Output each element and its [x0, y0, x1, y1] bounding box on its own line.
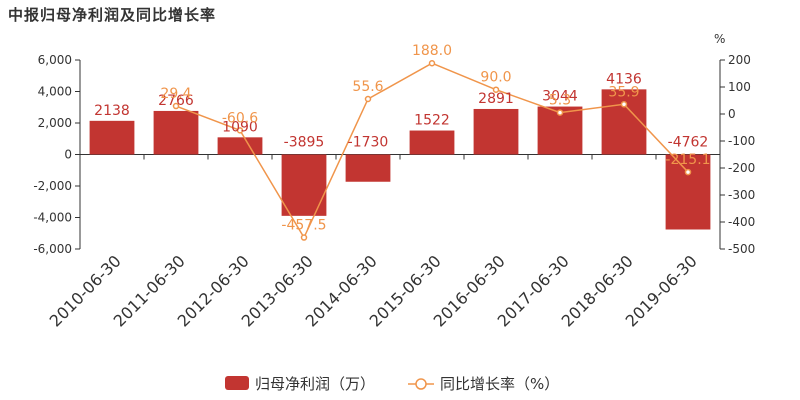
growth-point[interactable] — [556, 109, 564, 116]
bar-value-label: -4762 — [668, 135, 709, 151]
y-right-tick-label: 200 — [728, 53, 751, 67]
y-left-tick-label: 6,000 — [38, 53, 72, 67]
legend-line-label[interactable]: 同比增长率（%） — [440, 375, 559, 393]
legend-bar-label[interactable]: 归母净利润（万） — [255, 375, 375, 393]
bar-value-label: 2891 — [478, 91, 514, 107]
growth-value-label: 5.3 — [549, 93, 571, 109]
bar[interactable] — [345, 154, 391, 182]
data-labels-group: 2138 2766 1090 -3895 -1730 1522 2891 3044 4136 -4… — [94, 43, 710, 233]
growth-value-label: 188.0 — [412, 43, 452, 59]
y-right-tick-label: -400 — [728, 215, 755, 229]
axes-group: -6,000 -4,000 -2,000 0 2,000 4,000 6,000 -500 -4… — [33, 32, 755, 331]
bar[interactable] — [153, 110, 199, 155]
legend[interactable]: 归母净利润（万） 同比增长率（%） — [225, 375, 559, 393]
bar-value-label: 3044 — [542, 89, 578, 105]
bar-value-label: -3895 — [284, 135, 325, 151]
bar[interactable] — [409, 130, 455, 155]
y-right-unit-label: % — [714, 32, 725, 46]
bar-value-label: 2138 — [94, 103, 130, 119]
bar-value-label: 1522 — [414, 113, 450, 129]
legend-bar-swatch[interactable] — [225, 376, 249, 390]
growth-value-label: -60.6 — [222, 110, 258, 126]
growth-value-label: 35.9 — [608, 84, 639, 100]
bar[interactable] — [281, 154, 327, 216]
y-right-tick-label: -500 — [728, 242, 755, 256]
growth-point[interactable] — [300, 234, 308, 241]
bar[interactable] — [601, 89, 647, 155]
y-left-tick-label: -6,000 — [33, 242, 72, 256]
y-left-tick-label: 0 — [64, 148, 72, 162]
growth-value-label: 55.6 — [352, 79, 383, 95]
bar-value-label: 4136 — [606, 71, 642, 87]
growth-value-label: 90.0 — [480, 70, 511, 86]
legend-line-marker[interactable] — [415, 378, 427, 390]
growth-point[interactable] — [684, 168, 692, 176]
bar-value-label: -1730 — [348, 135, 389, 151]
growth-line-group — [172, 59, 692, 241]
growth-point[interactable] — [364, 95, 372, 103]
bar-value-label: 2766 — [158, 93, 194, 109]
growth-value-label: 29.4 — [160, 86, 191, 102]
growth-point[interactable] — [236, 127, 244, 134]
chart-title: 中报归母净利润及同比增长率 — [8, 6, 217, 24]
y-right-tick-label: 100 — [728, 80, 751, 94]
growth-value-label: -457.5 — [281, 218, 326, 234]
bar[interactable] — [473, 108, 519, 155]
y-right-tick-label: 0 — [728, 107, 736, 121]
bar-value-label: 1090 — [222, 119, 258, 135]
y-right-tick-label: -200 — [728, 161, 755, 175]
y-left-tick-label: 2,000 — [38, 116, 72, 130]
bar[interactable] — [89, 120, 135, 155]
bar[interactable] — [665, 154, 711, 230]
growth-point[interactable] — [172, 102, 180, 110]
y-left-tick-label: -2,000 — [33, 179, 72, 193]
growth-point[interactable] — [428, 59, 436, 67]
growth-point[interactable] — [492, 86, 500, 93]
bar[interactable] — [217, 137, 263, 155]
y-right-tick-label: -100 — [728, 134, 755, 148]
y-left-tick-label: -4,000 — [33, 211, 72, 225]
growth-point[interactable] — [620, 101, 628, 108]
growth-value-label: -215.1 — [665, 152, 710, 168]
y-right-tick-label: -300 — [728, 188, 755, 202]
y-left-tick-label: 4,000 — [38, 85, 72, 99]
